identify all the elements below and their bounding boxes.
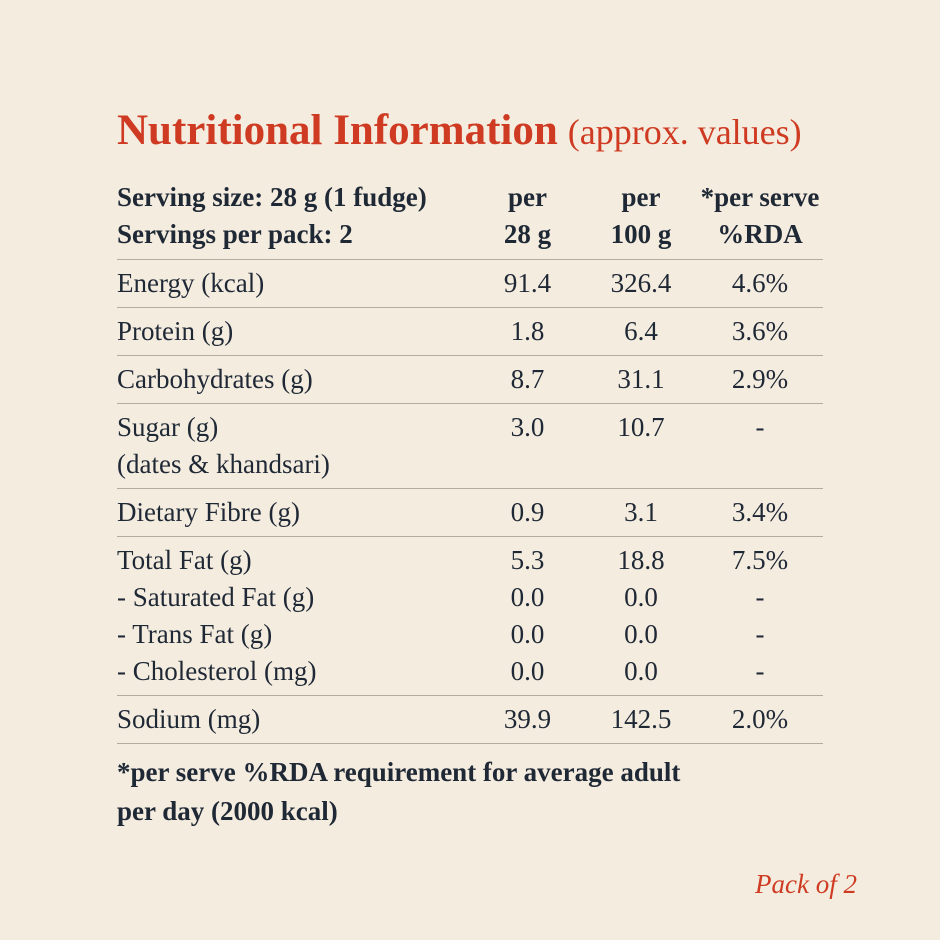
column-header-per-100g: per 100 g	[610, 182, 672, 249]
table-row: Sugar (g) (dates & khandsari) 3.0 10.7 -	[117, 403, 823, 488]
rda-value: 3.4%	[731, 497, 789, 527]
per-100g-value: 18.8 0.0 0.0 0.0	[617, 545, 665, 686]
table-row: Protein (g) 1.8 6.4 3.6%	[117, 307, 823, 355]
page-title: Nutritional Information (approx. values)	[117, 104, 823, 167]
per-28g-value: 8.7	[510, 364, 545, 394]
title-main: Nutritional Information	[117, 107, 558, 154]
rda-value: 4.6%	[731, 268, 789, 298]
per-100g-value: 326.4	[610, 268, 672, 298]
table-row: Dietary Fibre (g) 0.9 3.1 3.4%	[117, 488, 823, 536]
table-row: Carbohydrates (g) 8.7 31.1 2.9%	[117, 355, 823, 403]
rda-value: 3.6%	[731, 316, 789, 346]
per-28g-value: 5.3 0.0 0.0 0.0	[510, 545, 545, 686]
per-100g-value: 3.1	[624, 497, 658, 527]
nutrient-label: Carbohydrates (g)	[117, 364, 313, 394]
rda-value: 2.0%	[731, 704, 789, 734]
pack-of-2-label: Pack of 2	[755, 869, 857, 899]
nutrition-table-rows: Energy (kcal) 91.4 326.4 4.6% Protein (g) 1.8…	[117, 259, 823, 744]
nutrient-label: Protein (g)	[117, 316, 234, 346]
nutrition-panel: Nutritional Information (approx. values) …	[117, 104, 823, 831]
footnote-line-1: *per serve %RDA requirement for average …	[117, 757, 681, 787]
table-row: Total Fat (g) - Saturated Fat (g) - Trans …	[117, 536, 823, 695]
nutrient-label: Energy (kcal)	[117, 268, 265, 298]
table-header: Serving size: 28 g (1 fudge) Servings pe…	[117, 179, 823, 259]
rda-value: -	[755, 412, 765, 442]
rda-value: 2.9%	[731, 364, 789, 394]
nutrient-label: Sodium (mg)	[117, 704, 261, 734]
per-28g-value: 0.9	[510, 497, 545, 527]
servings-per-pack-text: Servings per pack: 2	[117, 219, 353, 249]
serving-size-text: Serving size: 28 g (1 fudge)	[117, 182, 427, 212]
per-28g-value: 1.8	[510, 316, 545, 346]
table-row: Sodium (mg) 39.9 142.5 2.0%	[117, 695, 823, 744]
serving-info: Serving size: 28 g (1 fudge) Servings pe…	[117, 179, 470, 253]
column-header-rda: *per serve %RDA	[700, 182, 820, 249]
nutrient-label: Total Fat (g) - Saturated Fat (g) - Trans …	[117, 545, 317, 686]
nutrient-label: Sugar (g) (dates & khandsari)	[117, 412, 330, 479]
per-100g-value: 142.5	[610, 704, 672, 734]
table-row: Energy (kcal) 91.4 326.4 4.6%	[117, 259, 823, 307]
title-suffix: (approx. values)	[567, 112, 802, 152]
per-100g-value: 10.7	[617, 412, 665, 442]
per-28g-value: 91.4	[503, 268, 552, 298]
per-100g-value: 31.1	[617, 364, 665, 394]
per-28g-value: 3.0	[510, 412, 545, 442]
footnote-line-2: per day (2000 kcal)	[117, 796, 338, 826]
per-100g-value: 6.4	[624, 316, 658, 346]
per-28g-value: 39.9	[503, 704, 552, 734]
footnote: *per serve %RDA requirement for average …	[117, 753, 823, 831]
nutrient-label: Dietary Fibre (g)	[117, 497, 300, 527]
rda-value: 7.5% - - -	[731, 545, 789, 686]
column-header-per-28g: per 28 g	[503, 182, 552, 249]
